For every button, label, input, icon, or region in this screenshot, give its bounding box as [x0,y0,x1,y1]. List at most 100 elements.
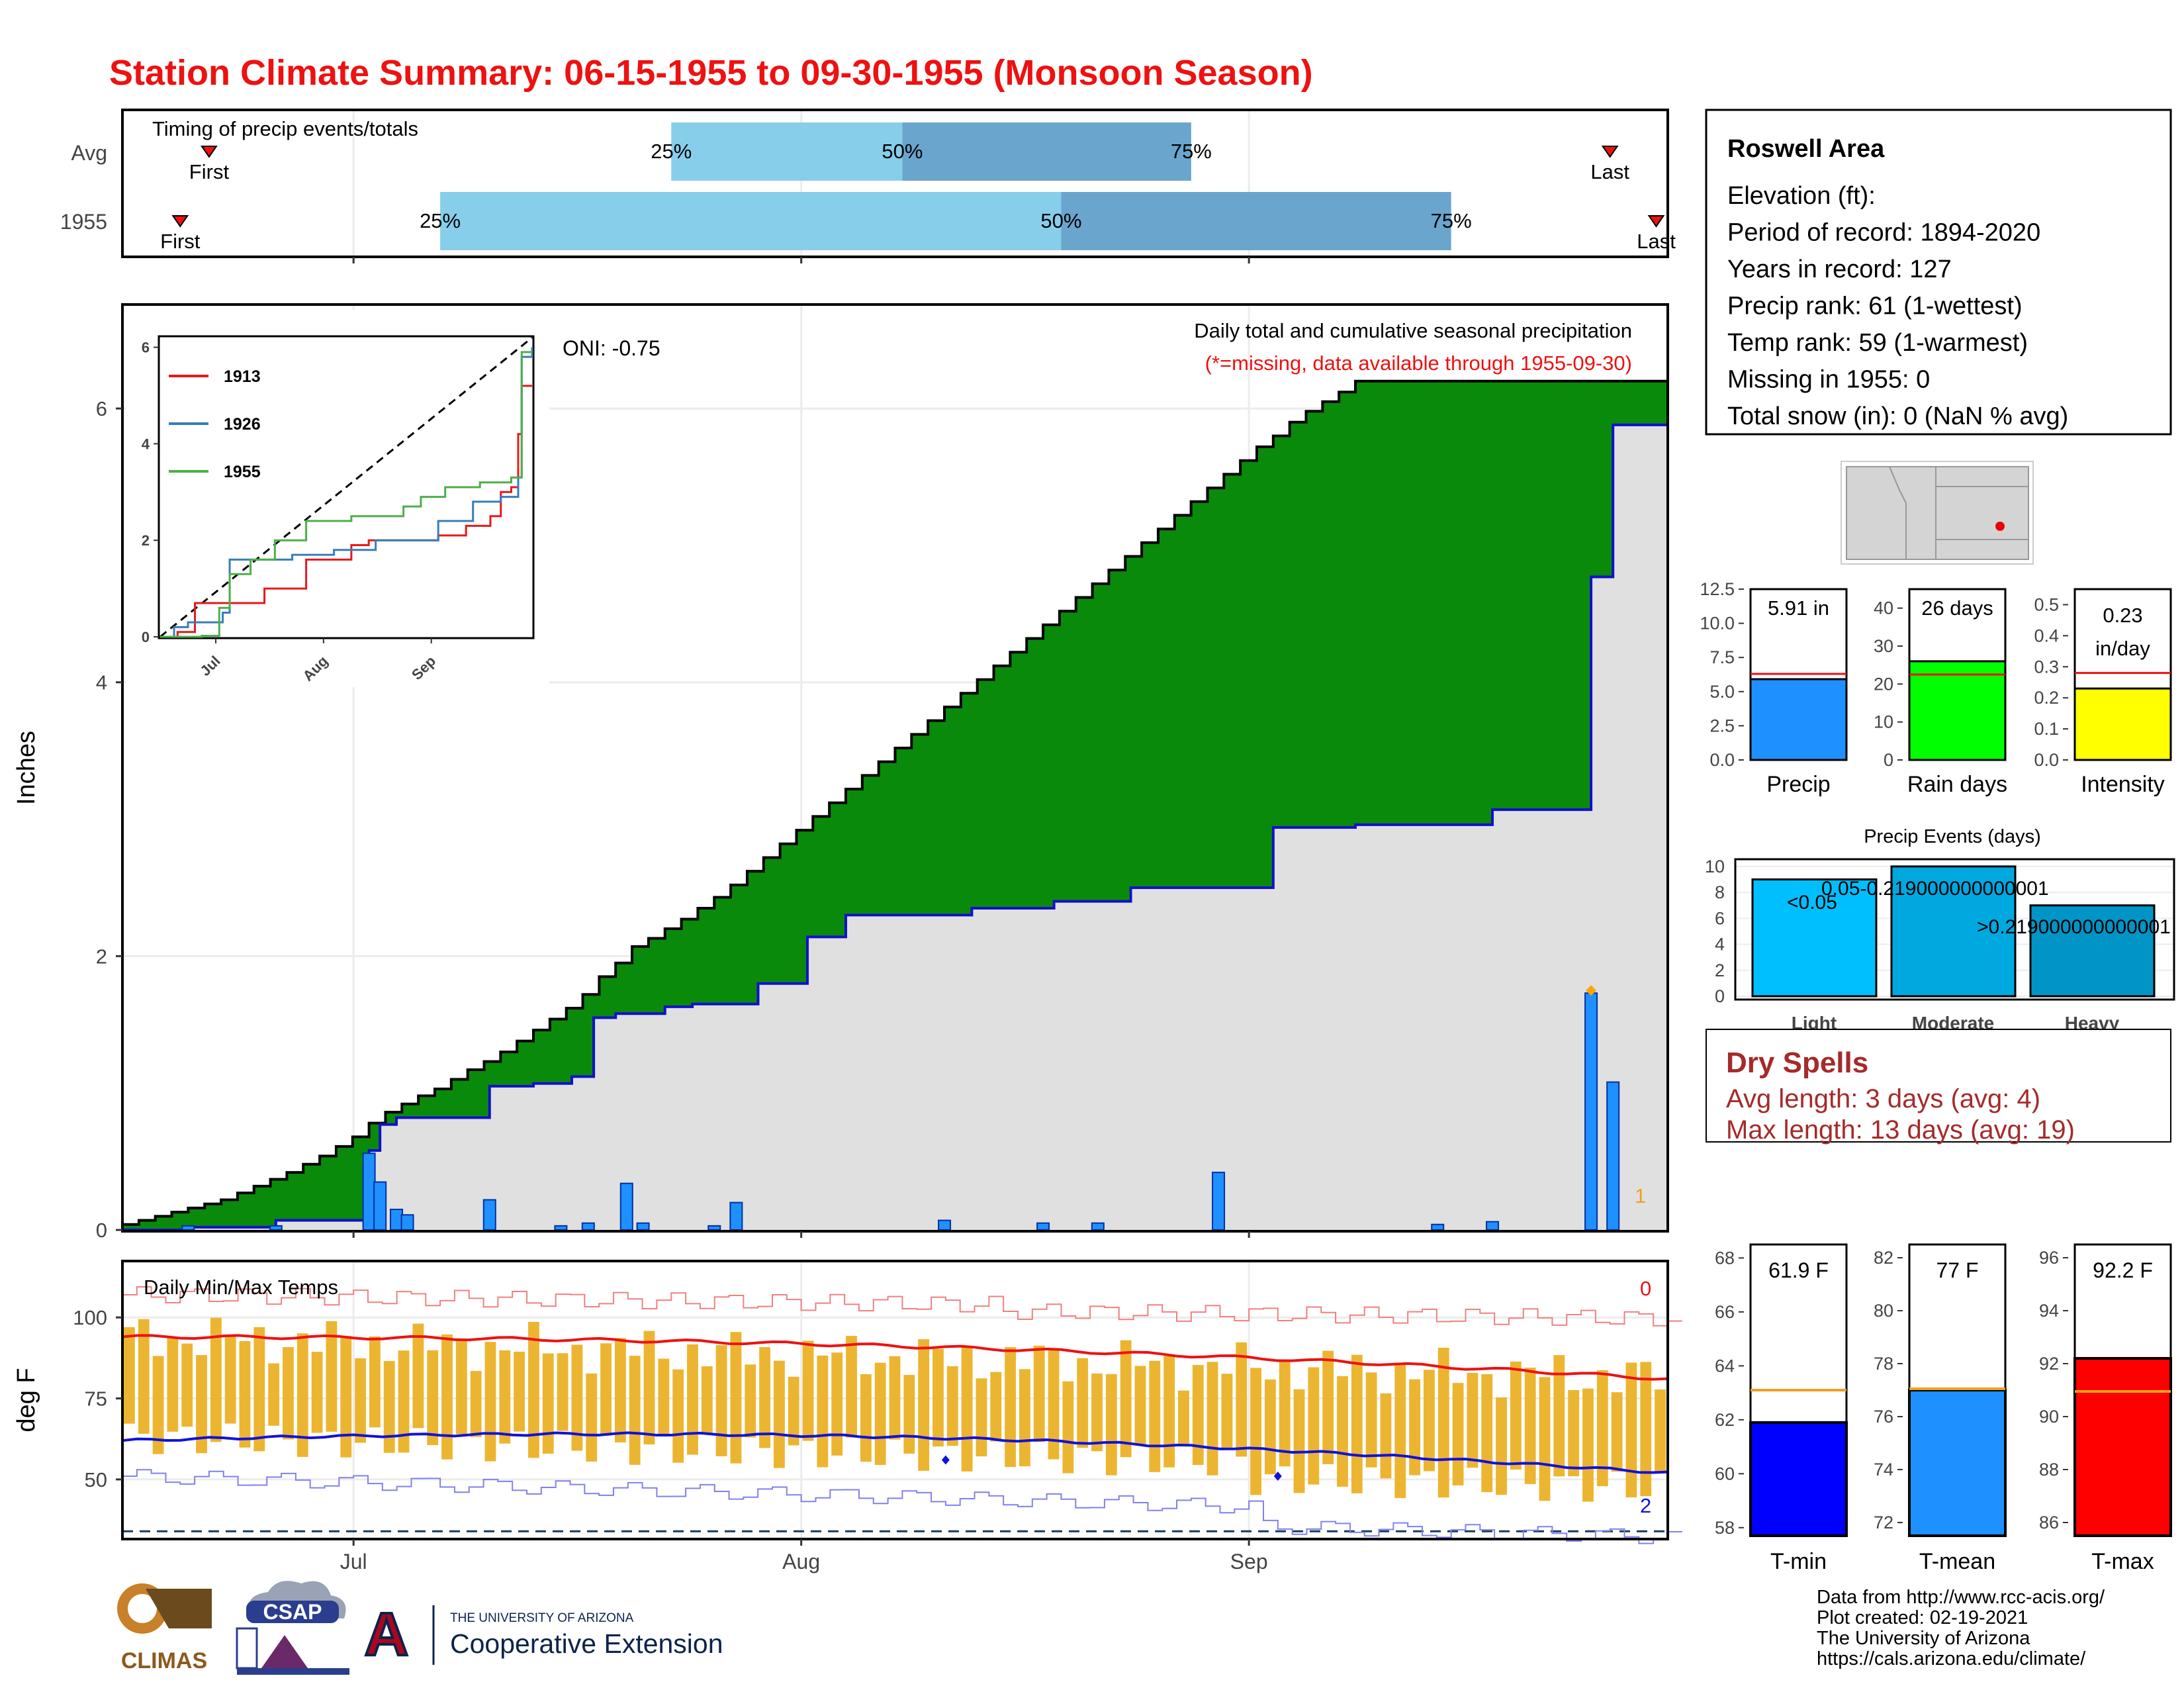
daily-temp-bar [296,1333,308,1457]
daily-precip-bar [390,1208,404,1231]
temp-bar-ytick-label: 74 [1874,1460,1893,1479]
last-event-label: Last [1590,160,1629,183]
inset-series-line [160,347,533,638]
dry-spells-max: Max length: 13 days (avg: 19) [1726,1115,2075,1145]
summary-ytick-label: 0.0 [1709,750,1735,770]
daily-temp-bar [1033,1345,1045,1442]
credit-line: Data from http://www.rcc-acis.org/ [1817,1587,2105,1608]
temp-summary-bars: 58 60 62 64 66 68 61.9 F T-min 72 74 76 78 80 82 77 F T… [1715,1243,2172,1574]
daily-precip-bar [1212,1172,1226,1231]
daily-temp-bar [557,1353,569,1431]
daily-temp-bar [1236,1342,1248,1457]
timing-bar-dark [902,122,1191,181]
daily-temp-bar [268,1363,280,1426]
summary-bar [1908,660,2007,761]
daily-temp-bar [1337,1376,1348,1487]
summary-bar-label: Precip [1766,772,1830,797]
daily-temp-bar [340,1336,352,1458]
daily-temp-bar [874,1362,886,1466]
daily-temp-bar [1365,1372,1377,1468]
daily-precip-bar [482,1199,496,1231]
daily-temp-bar [455,1340,467,1434]
daily-precip-bar [707,1225,721,1231]
summary-value: 26 days [1921,596,1993,620]
info-line: Total snow (in): 0 (NaN % avg) [1727,402,2068,430]
timing-pct-label: 75% [1431,209,1472,232]
last-event-marker [1601,146,1619,158]
daily-temp-bar [1496,1397,1507,1495]
daily-temp-bar [152,1356,164,1454]
timing-pct-label: 50% [882,140,923,163]
info-line: Missing in 1955: 0 [1727,366,1930,394]
daily-temp-bar [1625,1362,1637,1498]
temp-bar-ytick-label: 80 [1874,1301,1893,1321]
timing-pct-label: 50% [1040,209,1081,232]
events-ytick-label: 2 [1715,961,1725,980]
daily-temp-bar [629,1356,641,1465]
x-axis: Jul Aug Sep [340,257,1268,1573]
x-tick-label: Aug [782,1550,820,1573]
temp-bar-ytick-label: 60 [1715,1464,1735,1483]
daily-temp-bar [283,1347,294,1440]
daily-temp-bar [802,1340,814,1441]
daily-temp-bar [1467,1372,1479,1468]
daily-temp-bar [1134,1366,1146,1446]
daily-temp-bar [788,1376,799,1446]
temp-bar-ytick-label: 72 [1874,1513,1893,1532]
daily-temp-bar [614,1338,626,1442]
daily-temp-bar [745,1364,756,1438]
inset-ytick-label: 6 [142,340,150,356]
max-precip-marker [1586,985,1597,996]
daily-temp-bar [1380,1393,1392,1479]
daily-temp-bar [398,1350,410,1453]
record-min-line [122,1469,1682,1544]
page-title: Station Climate Summary: 06-15-1955 to 0… [109,53,1313,93]
summary-ytick-label: 10.0 [1700,614,1735,633]
inset-ytick-label: 0 [142,629,150,645]
daily-temp-bar [470,1371,482,1437]
station-name: Roswell Area [1727,135,1885,163]
daily-temp-bar [860,1374,872,1462]
summary-ytick-label: 2.5 [1709,716,1735,735]
daily-temp-bar [1250,1368,1261,1495]
temp-bar-ytick-label: 92 [2039,1354,2059,1374]
last-event-marker [1647,215,1665,228]
avg-max-temp-line [122,1334,1668,1381]
daily-temp-bar [903,1374,915,1454]
daily-temp-bar [946,1366,958,1446]
summary-ytick-label: 30 [1874,636,1893,656]
logo-csap: CSAP [236,1581,349,1675]
precip-y-axis-label: Inches [13,731,40,805]
daily-precip-bar [729,1201,743,1231]
summary-ytick-label: 0.2 [2034,688,2059,708]
observed-cumulative-line [122,423,1668,1231]
daily-temp-bar [1539,1377,1551,1501]
daily-precip-bar [1431,1223,1445,1231]
ua-letter: A [365,1601,408,1668]
daily-temp-bar [167,1337,179,1432]
timing-pct-label: 25% [420,209,461,232]
temp-ytick-label: 100 [73,1306,107,1329]
timing-panel: Timing of precip events/totals 25% 50% 75%… [60,109,1676,258]
missing-count: 1 [1635,1184,1646,1207]
first-event-marker [171,215,189,228]
daily-temp-bar [326,1321,338,1432]
daily-temp-bar [1221,1374,1233,1450]
daily-temp-bar [1005,1347,1016,1468]
summary-ytick-label: 10 [1874,712,1893,732]
credit-line: The University of Arizona [1817,1628,2030,1649]
temp-caption: Daily Min/Max Temps [144,1276,338,1299]
daily-temp-bar [918,1339,930,1471]
daily-temp-bar [1553,1355,1565,1477]
daily-temp-bar [1264,1379,1276,1475]
daily-temp-bar [730,1332,742,1464]
daily-precip-bar [1486,1221,1500,1231]
daily-temp-bar [1596,1370,1608,1487]
timing-label: Timing of precip events/totals [152,117,418,140]
info-line: Precip rank: 61 (1-wettest) [1727,293,2023,320]
daily-temp-bar [1019,1369,1030,1467]
daily-temp-bar [412,1323,424,1429]
record-low-marker [941,1455,950,1465]
timing-bar-light [671,122,903,181]
events-bar-text: <0.05 [1787,892,1837,914]
